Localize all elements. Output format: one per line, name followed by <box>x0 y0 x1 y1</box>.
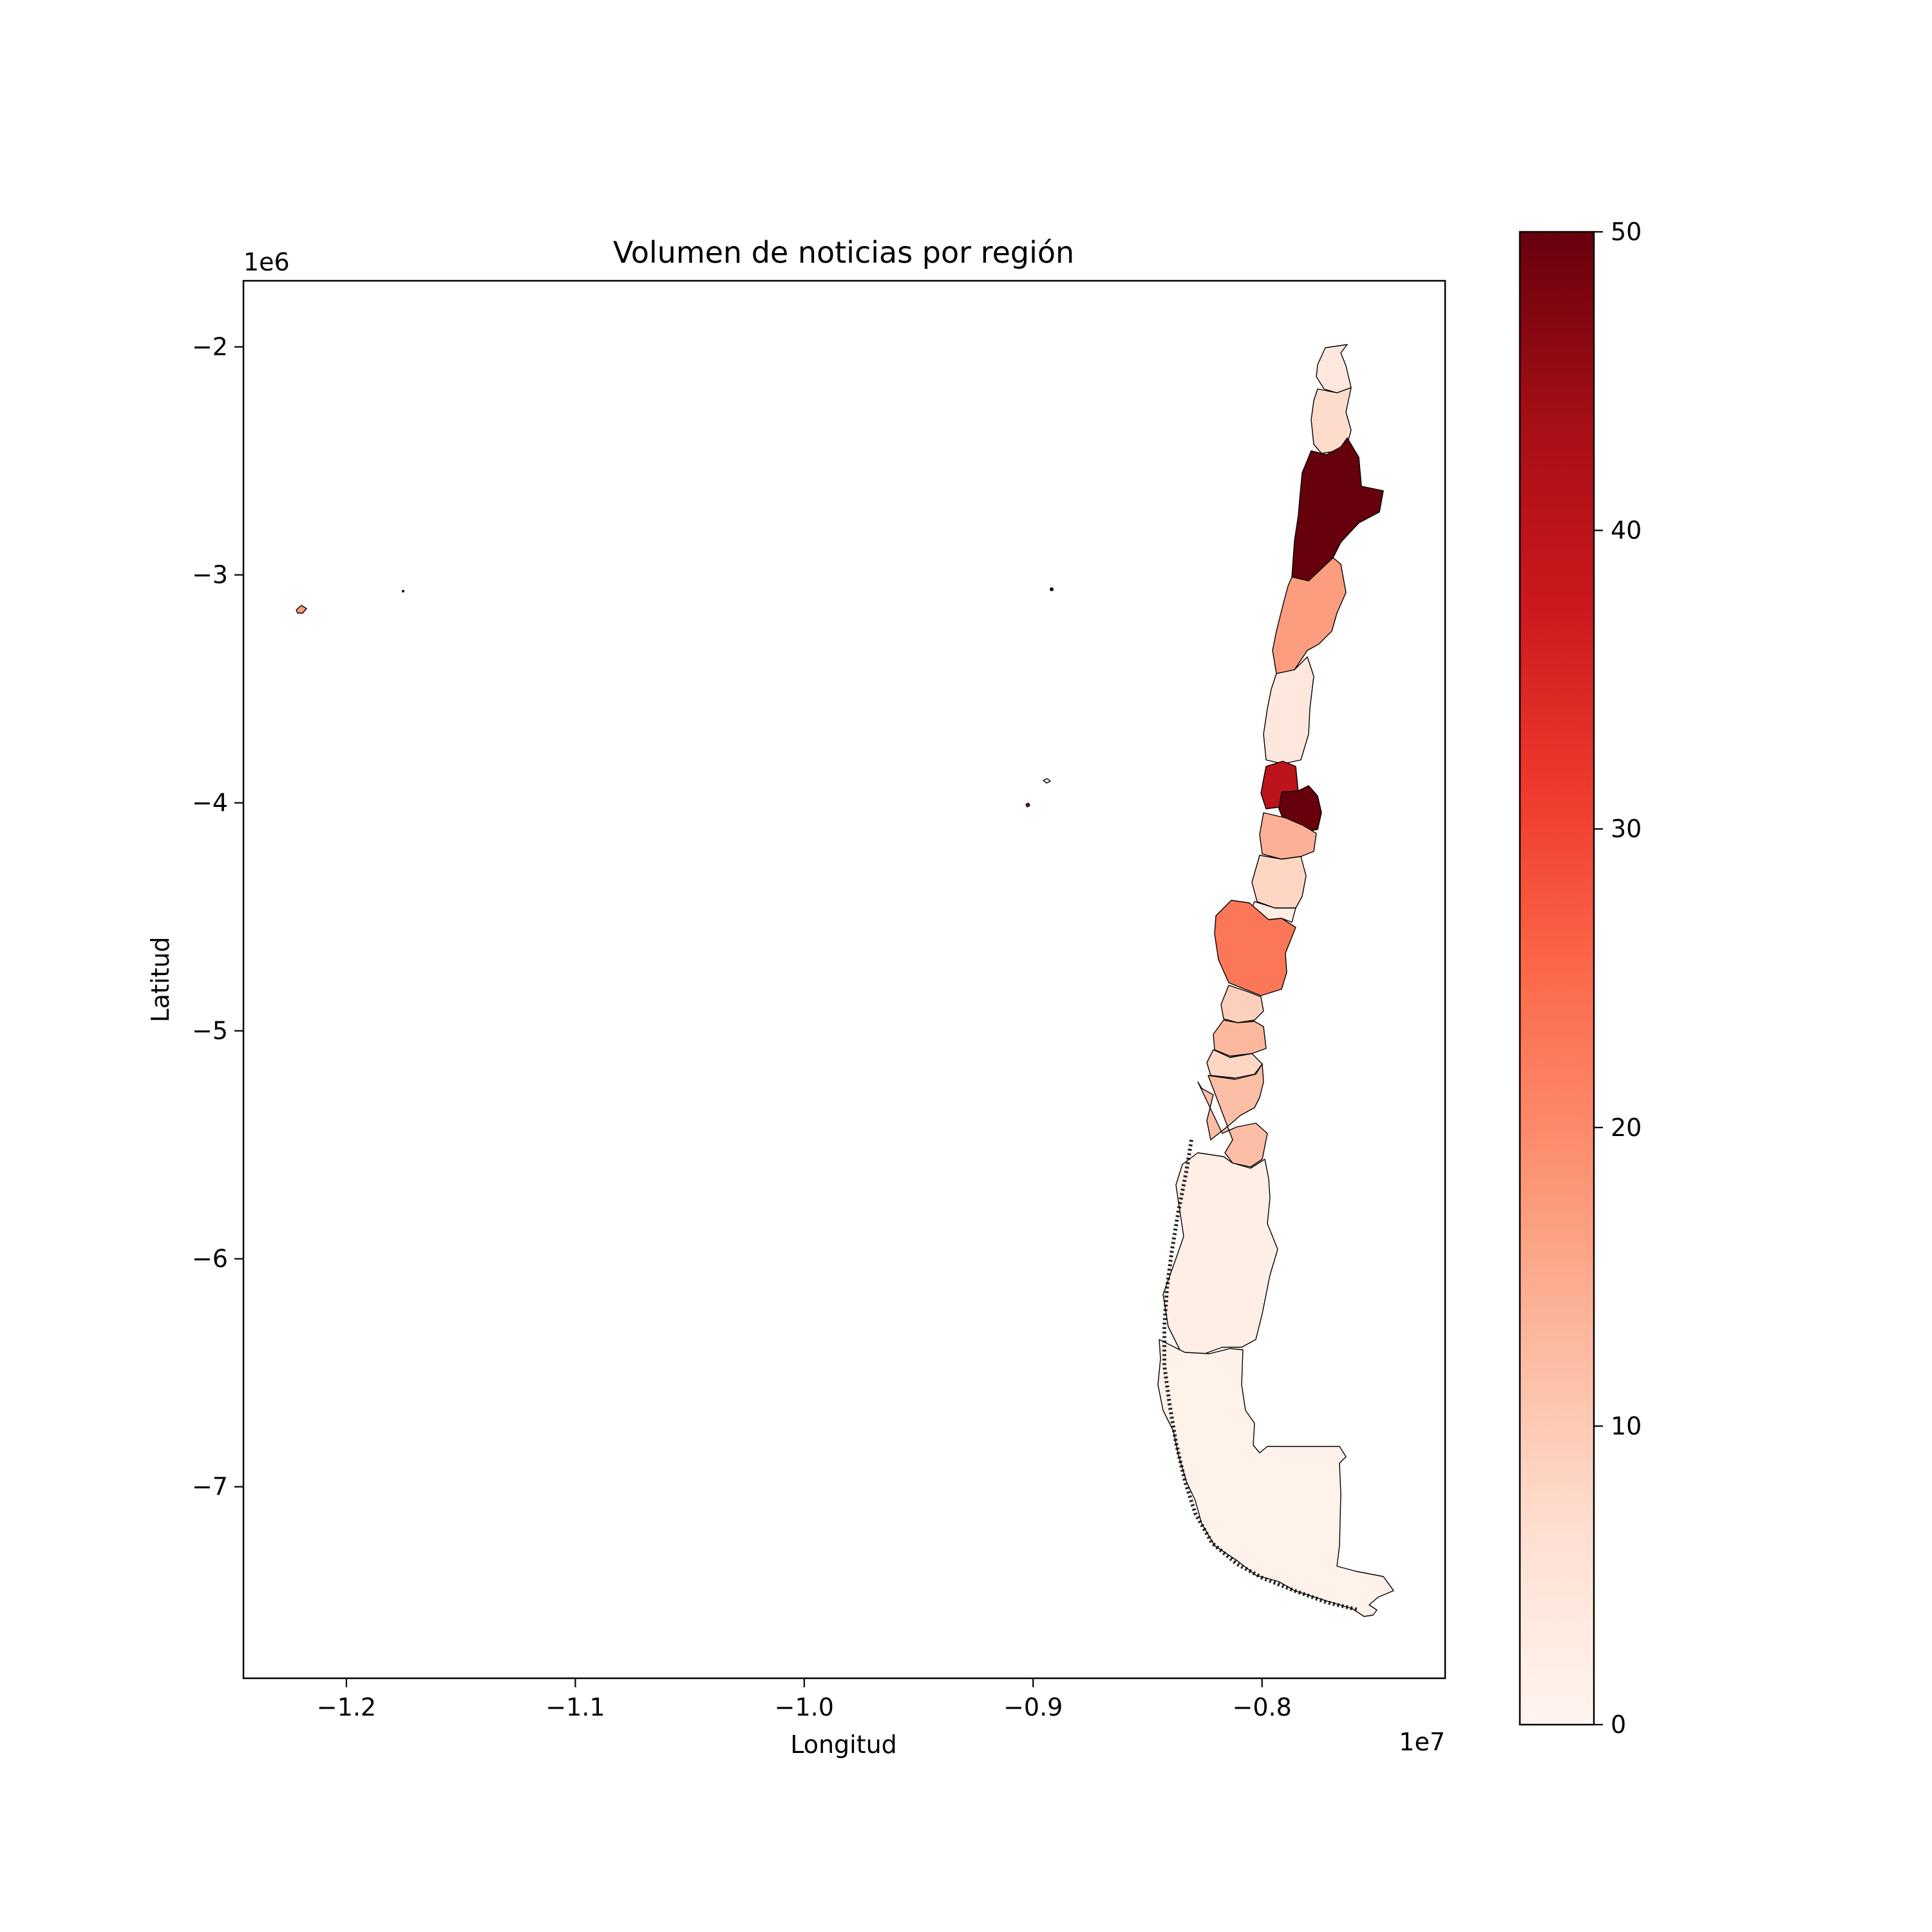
y-tick-label: −5 <box>192 1017 228 1045</box>
x-axis-offset-label: 1e7 <box>1399 1728 1445 1756</box>
colorbar-tick-label: 10 <box>1611 1412 1642 1440</box>
region-araucania-south <box>1213 1020 1266 1056</box>
y-axis-label: Latitud <box>146 936 175 1022</box>
y-axis-offset-label: 1e6 <box>243 248 290 276</box>
colorbar-ticks: 0 10 20 30 40 50 <box>1594 218 1642 1739</box>
region-maule-north <box>1252 855 1306 908</box>
chart-title: Volumen de noticias por región <box>613 235 1074 270</box>
y-tick-label: −2 <box>192 333 228 361</box>
y-tick-label: −4 <box>192 789 228 817</box>
y-tick-label: −6 <box>192 1245 228 1273</box>
x-tick-label: −1.1 <box>545 1693 605 1721</box>
colorbar-tick-label: 0 <box>1611 1710 1626 1739</box>
x-tick-label: −0.8 <box>1233 1693 1292 1721</box>
island-marker <box>1050 587 1054 591</box>
y-tick-label: −3 <box>192 561 228 589</box>
island-marker <box>402 590 404 592</box>
region-juan-fernandez <box>1026 803 1030 807</box>
y-axis-ticks: −2 −3 −4 −5 −6 −7 <box>192 333 243 1501</box>
colorbar <box>1520 232 1594 1725</box>
x-axis-label: Longitud <box>790 1730 897 1759</box>
colorbar-tick-label: 40 <box>1611 516 1642 545</box>
colorbar-tick-label: 50 <box>1611 218 1642 246</box>
x-tick-label: −1.2 <box>317 1693 376 1721</box>
colorbar-tick-label: 20 <box>1611 1113 1642 1142</box>
x-tick-label: −0.9 <box>1003 1693 1063 1721</box>
colorbar-tick-label: 30 <box>1611 815 1642 843</box>
x-tick-label: −1.0 <box>775 1693 834 1721</box>
y-tick-label: −7 <box>192 1473 228 1501</box>
x-axis-ticks: −1.2 −1.1 −1.0 −0.9 −0.8 <box>317 1678 1292 1721</box>
